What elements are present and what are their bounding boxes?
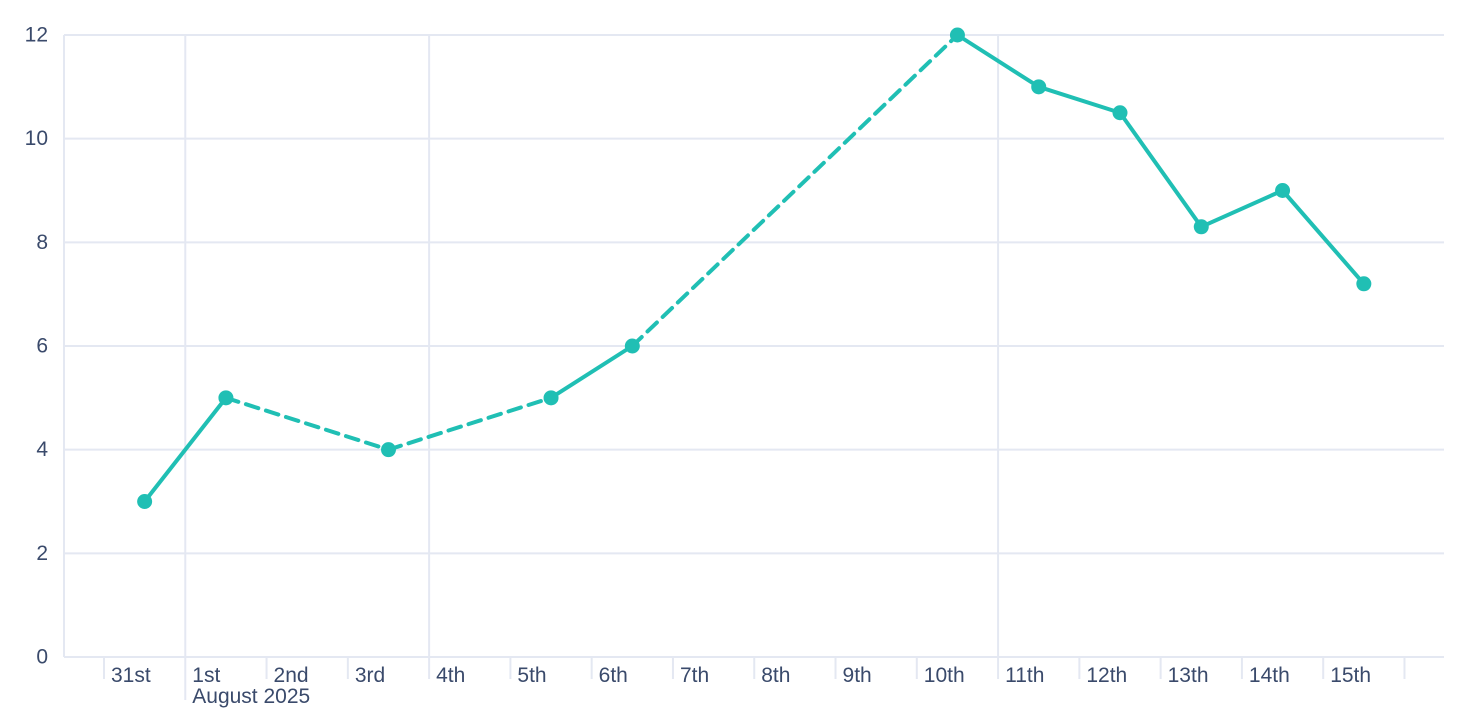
data-point-marker[interactable] [1031,79,1047,95]
series-segment-solid [1036,84,1122,115]
y-axis-label: 12 [25,24,48,47]
x-axis-label: 15th [1330,664,1371,687]
series-segment-solid [955,33,1041,89]
data-point-marker[interactable] [624,338,640,354]
series-segment-solid [142,395,228,504]
series-segment-solid [1199,188,1285,229]
x-axis-label: 12th [1086,664,1127,687]
data-point-marker[interactable] [380,442,396,458]
data-point-marker[interactable] [1112,105,1128,121]
x-axis-label: 3rd [355,664,385,687]
data-point-marker[interactable] [543,390,559,406]
series-segment-dashed [386,395,554,452]
x-axis-label: 14th [1249,664,1290,687]
data-point-marker[interactable] [1275,183,1291,198]
x-axis-label: 4th [436,664,465,687]
data-point-marker[interactable] [137,494,153,509]
x-axis-label: 13th [1168,664,1209,687]
data-point-marker[interactable] [1356,276,1372,292]
x-axis-label: 9th [843,664,872,687]
x-axis-label: 11th [1005,664,1044,687]
x-axis-label: 8th [761,664,790,687]
x-axis-label: 2nd [274,664,309,687]
x-axis-label: 1st [192,664,220,687]
data-point-marker[interactable] [1193,219,1209,235]
y-axis-label: 2 [36,542,48,565]
data-point-marker[interactable] [949,27,965,43]
data-point-marker[interactable] [218,390,234,406]
series-segment-solid [1280,188,1366,286]
series-segment-dashed [630,33,960,348]
series-segment-solid [1118,110,1204,229]
x-axis-label: 10th [924,664,965,687]
y-axis-label: 4 [36,438,48,461]
series-segment-solid [549,344,635,400]
x-axis-label: 5th [517,664,546,687]
y-axis-label: 0 [36,646,48,669]
x-axis-label: 6th [599,664,628,687]
month-label: August 2025 [192,685,310,708]
x-axis-label: 31st [111,664,151,687]
series-segment-dashed [223,395,391,452]
y-axis-label: 6 [36,335,48,358]
y-axis-label: 8 [36,231,48,254]
x-axis-label: 7th [680,664,709,687]
y-axis-label: 10 [25,127,48,150]
